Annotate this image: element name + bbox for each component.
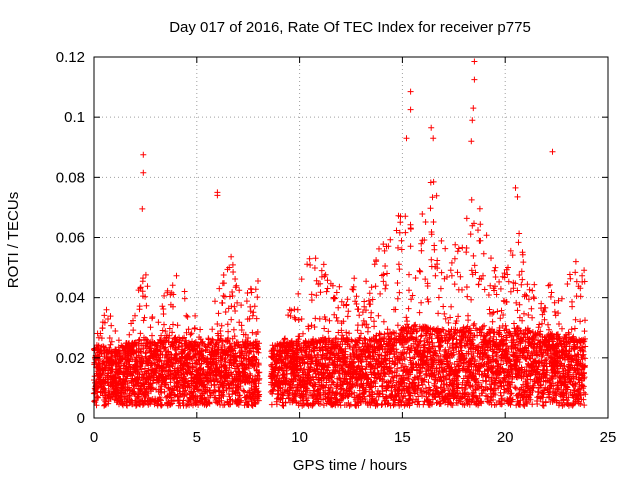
chart-title: Day 017 of 2016, Rate Of TEC Index for r… <box>169 19 531 36</box>
y-tick-label: 0.04 <box>56 290 85 307</box>
axis-ticks: 0 5 10 15 20 25 0 0.02 0.04 0.06 0.08 0.1 0.12 <box>56 49 617 446</box>
x-tick-label: 5 <box>193 429 201 446</box>
y-tick-label: 0.06 <box>56 230 85 247</box>
y-tick-label: 0.08 <box>56 169 85 186</box>
y-tick-label: 0.12 <box>56 49 85 66</box>
x-tick-label: 20 <box>497 429 514 446</box>
scatter-markers <box>90 58 589 409</box>
x-tick-label: 25 <box>600 429 617 446</box>
y-tick-label: 0.02 <box>56 350 85 367</box>
y-tick-label: 0.1 <box>64 109 85 126</box>
x-tick-label: 10 <box>291 429 308 446</box>
data-points <box>90 58 589 409</box>
x-tick-label: 0 <box>90 429 98 446</box>
x-axis-label: GPS time / hours <box>293 457 407 474</box>
x-tick-label: 15 <box>394 429 411 446</box>
y-axis-label: ROTI / TECUs <box>5 192 22 288</box>
y-tick-label: 0 <box>77 410 85 427</box>
